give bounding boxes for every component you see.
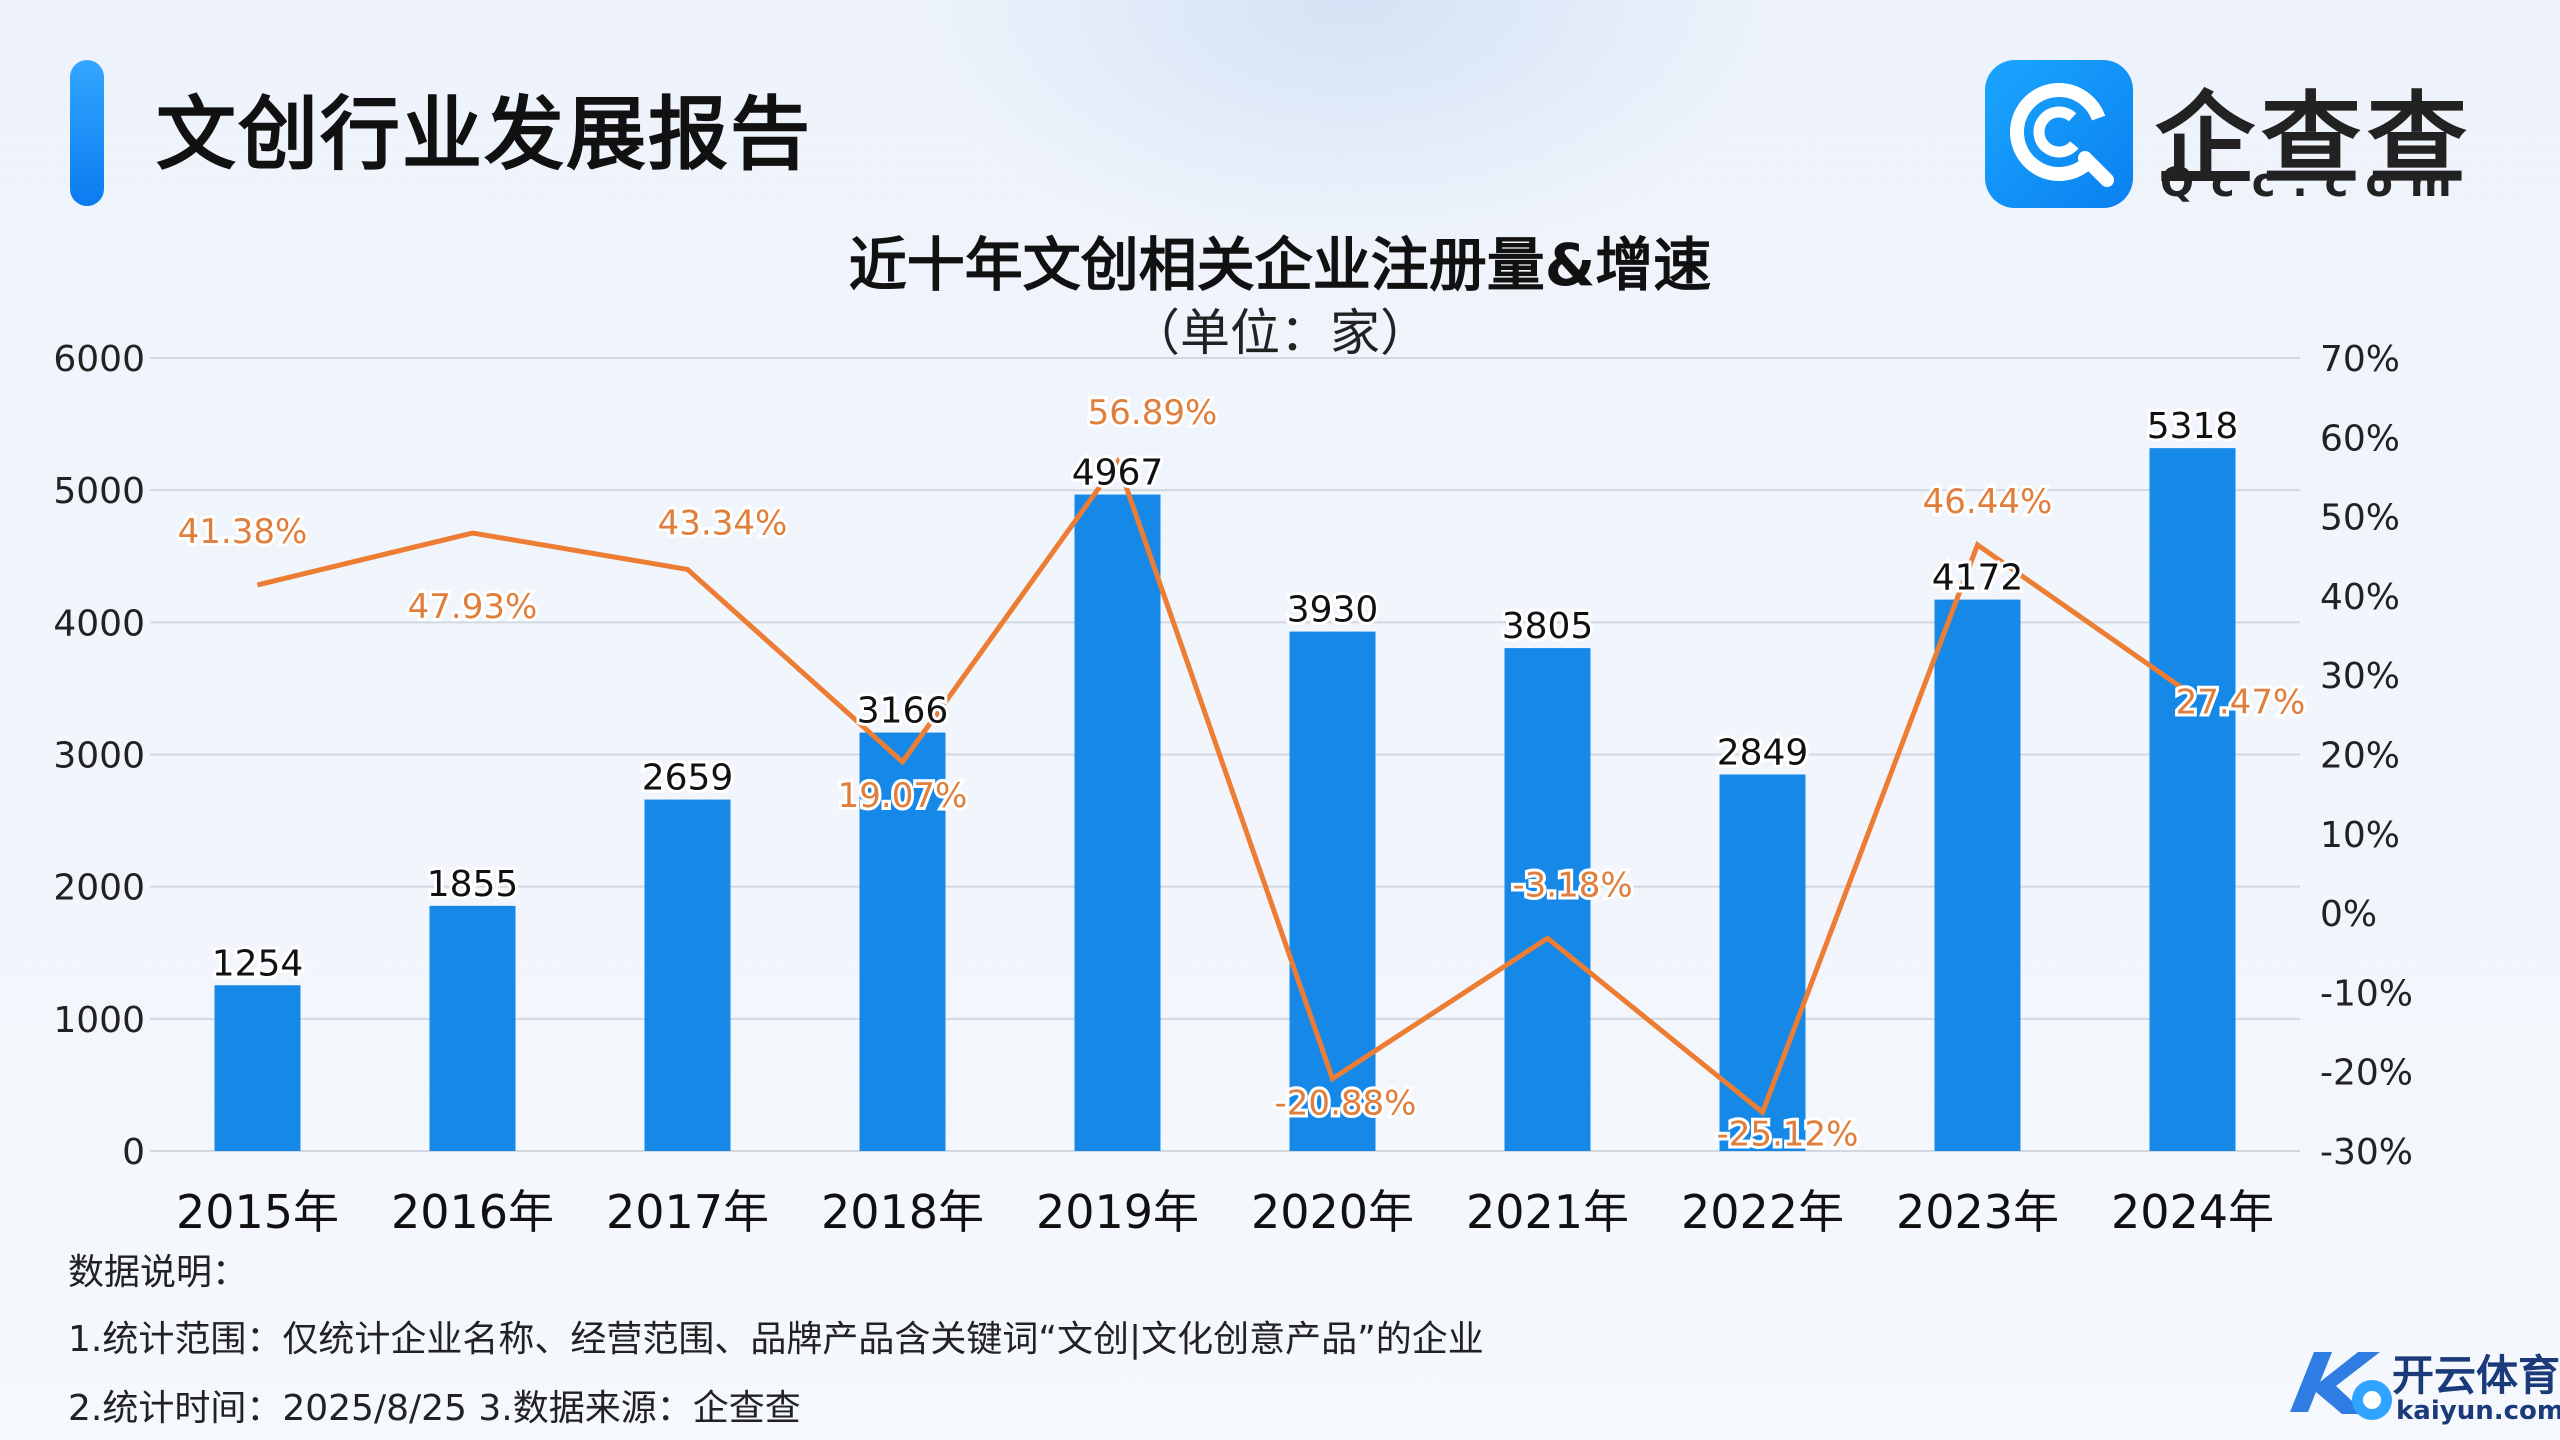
y-left-tick-label: 5000 bbox=[53, 471, 145, 512]
qcc-logo-icon bbox=[1985, 60, 2133, 208]
y-left-tick-label: 4000 bbox=[53, 603, 145, 644]
y-right-tick-label: 70% bbox=[2320, 339, 2400, 380]
growth-rate-label: 46.44% bbox=[1923, 482, 2053, 522]
y-right-tick-label: -20% bbox=[2320, 1053, 2413, 1094]
bar-value-label: 3166 bbox=[857, 691, 949, 732]
x-tick-label: 2020年 bbox=[1251, 1185, 1414, 1239]
bar bbox=[429, 905, 516, 1151]
bar-value-label: 2849 bbox=[1717, 732, 1809, 773]
bar bbox=[214, 985, 301, 1151]
growth-rate-label: 41.38% bbox=[178, 512, 308, 552]
x-tick-label: 2017年 bbox=[606, 1185, 769, 1239]
x-tick-label: 2024年 bbox=[2111, 1185, 2274, 1239]
y-right-tick-label: -10% bbox=[2320, 973, 2413, 1014]
watermark-domain: kaiyun.com bbox=[2396, 1396, 2560, 1426]
chart-title: 近十年文创相关企业注册量&增速 bbox=[848, 231, 1712, 299]
growth-rate-line bbox=[256, 456, 2194, 1117]
x-tick-label: 2018年 bbox=[821, 1185, 984, 1239]
logo-domain: Qcc.com bbox=[2160, 160, 2469, 206]
x-tick-label: 2016年 bbox=[391, 1185, 554, 1239]
bar-value-label: 3805 bbox=[1502, 606, 1594, 647]
y-right-tick-label: 30% bbox=[2320, 656, 2400, 697]
growth-rate-label: -3.18% bbox=[1512, 865, 1632, 905]
y-right-tick-label: 60% bbox=[2320, 418, 2400, 459]
bar-value-label: 1855 bbox=[427, 864, 519, 905]
bar bbox=[1934, 599, 2021, 1151]
watermark-name: 开云体育 bbox=[2392, 1351, 2560, 1400]
bar bbox=[1289, 631, 1376, 1151]
growth-rate-label: 47.93% bbox=[408, 587, 538, 627]
logo-name: 企查查 bbox=[2155, 81, 2473, 198]
page-title: 文创行业发展报告 bbox=[156, 88, 812, 181]
y-left-tick-label: 3000 bbox=[53, 736, 145, 777]
chart-subtitle: （单位：家） bbox=[1130, 304, 1430, 362]
y-left-tick-label: 2000 bbox=[53, 868, 145, 909]
bar-value-label: 4967 bbox=[1072, 453, 1164, 494]
x-tick-label: 2019年 bbox=[1036, 1185, 1199, 1239]
growth-rate-label: 43.34% bbox=[658, 503, 788, 543]
kaiyun-logo-icon bbox=[2280, 1342, 2400, 1424]
growth-rate-label: -25.12% bbox=[1717, 1114, 1859, 1154]
bar bbox=[644, 799, 731, 1151]
y-left-tick-label: 1000 bbox=[53, 1000, 145, 1041]
x-tick-label: 2015年 bbox=[176, 1185, 339, 1239]
growth-rate-label: 27.47% bbox=[2176, 682, 2306, 722]
y-left-tick-label: 6000 bbox=[53, 339, 145, 380]
y-right-tick-label: 50% bbox=[2320, 498, 2400, 539]
growth-rate-label: 19.07% bbox=[838, 776, 968, 816]
bar-value-label: 5318 bbox=[2147, 406, 2239, 447]
bar bbox=[1504, 648, 1591, 1151]
bar-value-label: 1254 bbox=[212, 943, 304, 984]
bar bbox=[1074, 494, 1161, 1151]
bar bbox=[2149, 448, 2236, 1151]
y-right-tick-label: 0% bbox=[2320, 894, 2377, 935]
bar bbox=[859, 732, 946, 1151]
notes-line-1: 1.统计范围：仅统计企业名称、经营范围、品牌产品含关键词“文创|文化创意产品”的… bbox=[68, 1319, 1484, 1360]
y-right-tick-label: -30% bbox=[2320, 1132, 2413, 1173]
y-right-tick-label: 20% bbox=[2320, 736, 2400, 777]
x-tick-label: 2022年 bbox=[1681, 1185, 1844, 1239]
bar-value-label: 4172 bbox=[1932, 558, 2024, 599]
title-accent-bar bbox=[70, 60, 104, 206]
y-right-tick-label: 40% bbox=[2320, 577, 2400, 618]
y-right-tick-label: 10% bbox=[2320, 815, 2400, 856]
growth-rate-label: -20.88% bbox=[1275, 1084, 1417, 1124]
growth-rate-label: 56.89% bbox=[1088, 393, 1218, 433]
notes-line-2: 2.统计时间：2025/8/25 3.数据来源：企查查 bbox=[68, 1388, 801, 1429]
y-left-tick-label: 0 bbox=[122, 1132, 145, 1173]
bar bbox=[1719, 774, 1806, 1151]
bar-value-label: 3930 bbox=[1287, 590, 1379, 631]
notes-heading: 数据说明： bbox=[68, 1252, 249, 1293]
x-tick-label: 2021年 bbox=[1466, 1185, 1629, 1239]
bar-value-label: 2659 bbox=[642, 758, 734, 799]
x-tick-label: 2023年 bbox=[1896, 1185, 2059, 1239]
